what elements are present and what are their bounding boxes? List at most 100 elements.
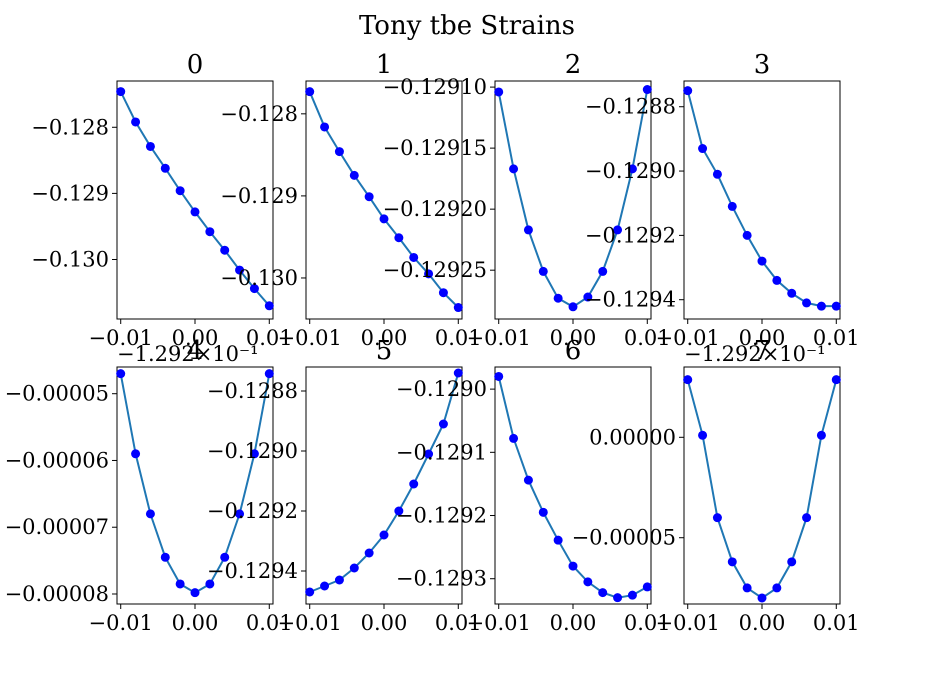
series-line [686,379,838,600]
data-point [523,225,533,235]
data-point [145,509,155,519]
data-point [249,284,259,294]
x-tick-label: −0.01 [278,326,342,350]
data-point [816,301,826,311]
data-point [409,479,419,489]
y-tick-label: −0.00005 [572,526,676,550]
data-point [568,302,578,312]
data-point [831,301,841,311]
y-tick-label: −0.1290 [207,439,298,463]
data-point [160,163,170,173]
data-point [305,87,315,97]
x-tick-label: 0.00 [739,611,786,635]
data-point [320,122,330,132]
data-point [802,298,812,308]
data-point [264,369,274,379]
data-point [409,252,419,262]
y-tick-label: −0.1290 [396,377,487,401]
data-point [642,85,652,95]
x-tick-label: 0.00 [361,326,408,350]
data-point [523,475,533,485]
series-line [497,89,649,308]
data-point [349,170,359,180]
y-tick-label: −0.00007 [5,515,109,539]
data-point [160,552,170,562]
data-point [712,513,722,523]
subplot-title: 7 [754,336,771,366]
data-point [438,288,448,298]
x-tick-label: −0.01 [89,326,153,350]
data-point [190,588,200,598]
data-point [264,301,274,311]
y-tick-label: −0.00006 [5,448,109,472]
y-offset-label: −1.292×10⁻¹ [117,342,259,366]
data-point [334,575,344,585]
data-point [364,192,374,202]
x-tick-label: −0.01 [278,611,342,635]
data-point [598,588,608,598]
y-tick-label: −0.129 [220,184,298,208]
data-point [334,147,344,157]
data-point [583,577,593,587]
subplot-title: 0 [187,50,204,80]
subplot-4: 4 −0.01 0.00 0.01 −0.00005 −0.00006 −0.00007 −0… [5,336,293,635]
figure-suptitle: Tony tbe Strains [359,11,575,41]
data-point [220,245,230,255]
data-point [509,433,519,443]
data-point [305,587,315,597]
y-tick-label: −0.1292 [396,504,487,528]
data-point [235,265,245,275]
subplot-title: 3 [754,50,771,80]
data-point [831,375,841,385]
series-line [309,372,460,593]
subplot-title: 2 [565,50,582,80]
x-tick-label: 0.00 [172,326,219,350]
data-point [205,227,215,237]
data-point [583,292,593,302]
data-point [509,164,519,174]
x-tick-label: −0.01 [656,326,720,350]
x-tick-label: −0.01 [656,611,720,635]
y-tick-label: −0.128 [31,115,109,139]
data-point [627,164,637,174]
data-point [538,266,548,276]
data-point [712,169,722,179]
subplot-title: 1 [376,50,393,80]
data-point [175,186,185,196]
x-tick-label: 0.00 [361,611,408,635]
x-tick-label: 0.00 [172,611,219,635]
x-tick-label: 0.01 [435,611,482,635]
y-tick-label: −0.1290 [585,159,676,183]
x-tick-label: 0.01 [246,326,293,350]
subplot-7: 7 −0.01 0.00 0.01 0.00000 −0.00005 −1.292×10⁻¹ [572,336,860,635]
y-tick-label: −0.1288 [585,95,676,119]
data-point [116,369,126,379]
subplot-6: 6 −0.01 0.00 0.01 −0.1290 −0.1291 −0.1292 −0.12… [396,336,671,635]
x-tick-label: 0.00 [550,611,597,635]
y-offset-label: −1.292×10⁻¹ [684,342,826,366]
data-point [131,117,141,127]
data-point [364,548,374,558]
data-point [235,509,245,519]
x-tick-label: 0.01 [624,326,671,350]
y-tick-label: −0.12925 [383,258,487,282]
data-point [727,557,737,567]
x-tick-label: 0.01 [624,611,671,635]
data-point [453,303,463,313]
y-tick-label: −0.12910 [383,75,487,99]
subplot-3: 3 −0.01 0.00 0.01 −0.1288 −0.1290 −0.1292 −0.12… [585,50,860,350]
data-point [553,535,563,545]
y-tick-label: −0.00008 [5,582,109,606]
data-point [683,375,693,385]
data-point [787,557,797,567]
data-point [424,449,434,459]
y-tick-label: −0.1294 [585,288,676,312]
y-tick-label: −0.1292 [207,499,298,523]
data-point [175,579,185,589]
data-point [494,371,504,381]
subplot-title: 6 [565,336,582,366]
data-point [598,266,608,276]
y-tick-label: −0.1293 [396,567,487,591]
data-point [394,506,404,516]
data-point [613,225,623,235]
